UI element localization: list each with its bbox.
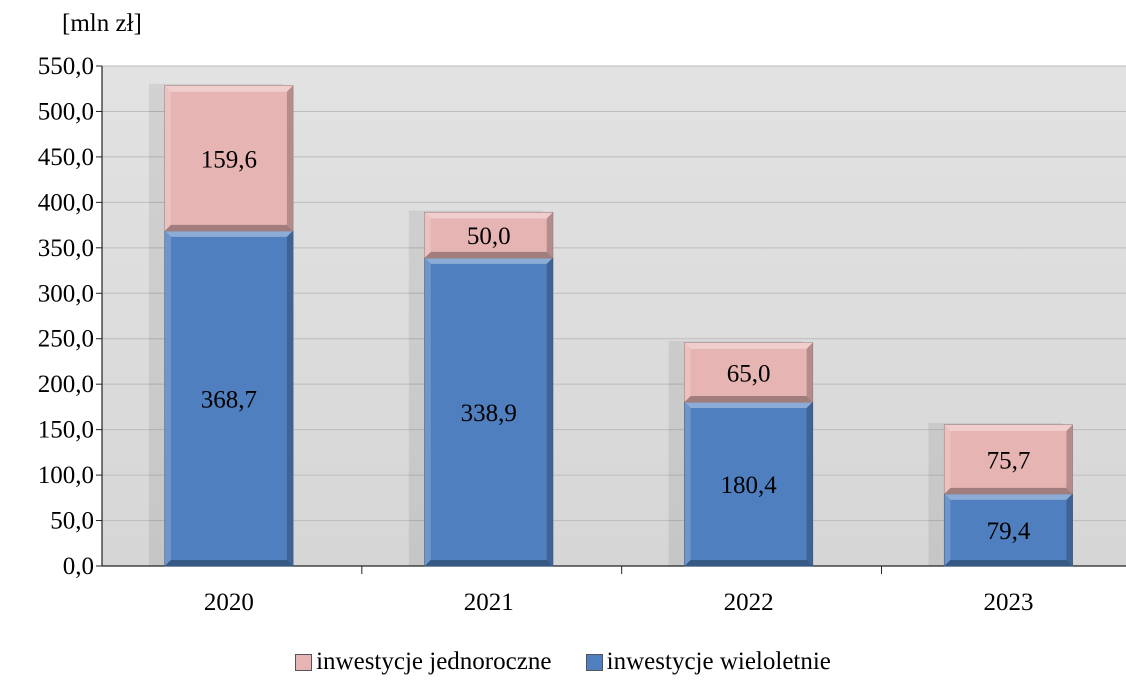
data-label: 368,7 (201, 386, 257, 413)
bar-bevel-right (546, 257, 553, 566)
bar-bevel-top (944, 493, 1073, 500)
y-tick-label: 400,0 (38, 189, 94, 216)
bar-bevel-bottom (944, 487, 1073, 494)
y-tick-label: 350,0 (38, 235, 94, 262)
bar-2021-1 (424, 211, 554, 259)
bar-bevel-top (684, 342, 813, 349)
bar-bevel-top (424, 212, 553, 219)
bar-bevel-top (684, 402, 813, 408)
bar-segment: 338,9 (424, 257, 554, 567)
y-tick-label: 150,0 (38, 417, 94, 444)
x-tick-label: 2023 (983, 589, 1033, 616)
y-tick-label: 300,0 (38, 280, 94, 307)
legend-swatch-wieloletnie (585, 653, 603, 671)
bar-segment: 75,7 (943, 424, 1073, 495)
x-tick-label: 2022 (724, 589, 774, 616)
bar-bevel-top (164, 85, 293, 92)
data-label: 159,6 (201, 146, 257, 173)
bar-bevel-right (286, 85, 293, 231)
bar-bevel-left (944, 425, 951, 494)
y-tick-label: 100,0 (38, 462, 94, 489)
bar-2023-0 (943, 493, 1073, 567)
y-tick-label: 200,0 (38, 371, 94, 398)
bar-bevel-left (684, 342, 691, 402)
data-label: 338,9 (461, 400, 517, 427)
x-tick-labels: 2020 2021 2022 2023 (204, 589, 1034, 616)
bar-bevel-left (164, 230, 171, 566)
bar-bevel-top (424, 257, 553, 264)
bar-bevel-right (546, 212, 553, 258)
bar-segment: 368,7 (164, 230, 294, 567)
y-unit-label: [mln zł] (62, 10, 142, 37)
x-tick-label: 2020 (204, 589, 254, 616)
legend-label-wieloletnie: inwestycje wieloletnie (606, 648, 831, 675)
bar-bevel-right (286, 230, 293, 566)
data-label: 65,0 (727, 360, 771, 387)
bar-bevel-bottom (684, 560, 813, 566)
bar-bevel-right (1066, 493, 1073, 566)
bar-bevel-bottom (684, 396, 813, 402)
bar-segment: 159,6 (164, 85, 294, 232)
bar-bevel-left (424, 257, 431, 566)
y-tick-label: 50,0 (50, 508, 94, 535)
data-label: 50,0 (467, 223, 511, 250)
legend-item-jednoroczne: inwestycje jednoroczne (295, 648, 551, 676)
y-tick-label: 500,0 (38, 98, 94, 125)
bar-bevel-right (1066, 425, 1073, 494)
bar-bevel-top (944, 425, 1073, 431)
legend-item-wieloletnie: inwestycje wieloletnie (585, 648, 831, 676)
bar-2020-1 (164, 85, 294, 232)
bar-bevel-left (684, 402, 691, 566)
data-label: 180,4 (720, 472, 777, 499)
bar-bevel-left (164, 85, 171, 231)
legend-label-jednoroczne: inwestycje jednoroczne (316, 648, 552, 675)
bar-bevel-left (424, 212, 431, 258)
bar-bevel-left (944, 493, 951, 566)
y-tick-labels: 0,0 50,0 100,0 150,0 200,0 250,0 300,0 350,0 400… (38, 53, 94, 580)
bar-bevel-bottom (424, 251, 553, 258)
legend: inwestycje jednoroczne inwestycje wielol… (0, 648, 1126, 678)
x-tick-label: 2021 (464, 589, 514, 616)
y-tick-label: 450,0 (38, 144, 94, 171)
bar-segment: 79,4 (943, 493, 1073, 567)
bar-segment: 180,4 (684, 401, 814, 567)
legend-swatch-jednoroczne (295, 653, 313, 671)
bar-segment: 65,0 (684, 342, 814, 403)
bar-bevel-bottom (424, 560, 553, 566)
data-label: 75,7 (987, 447, 1031, 474)
bar-bevel-bottom (164, 560, 293, 566)
y-tick-label: 550,0 (38, 53, 94, 80)
bar-bevel-bottom (164, 224, 293, 231)
bar-segment: 50,0 (424, 211, 554, 259)
bar-bevel-bottom (944, 560, 1073, 566)
data-label: 79,4 (987, 518, 1031, 545)
bar-bevel-top (164, 230, 293, 237)
bars: 368,7 159,6 338,9 50,0 180,4 65,0 79,4 75,7 (148, 83, 1073, 567)
bar-bevel-right (806, 342, 813, 402)
y-tick-label: 250,0 (38, 326, 94, 353)
bar-2023-1 (943, 424, 1073, 495)
bar-2022-0 (684, 401, 814, 567)
bar-bevel-right (806, 402, 813, 566)
y-tick-label: 0,0 (63, 553, 94, 580)
